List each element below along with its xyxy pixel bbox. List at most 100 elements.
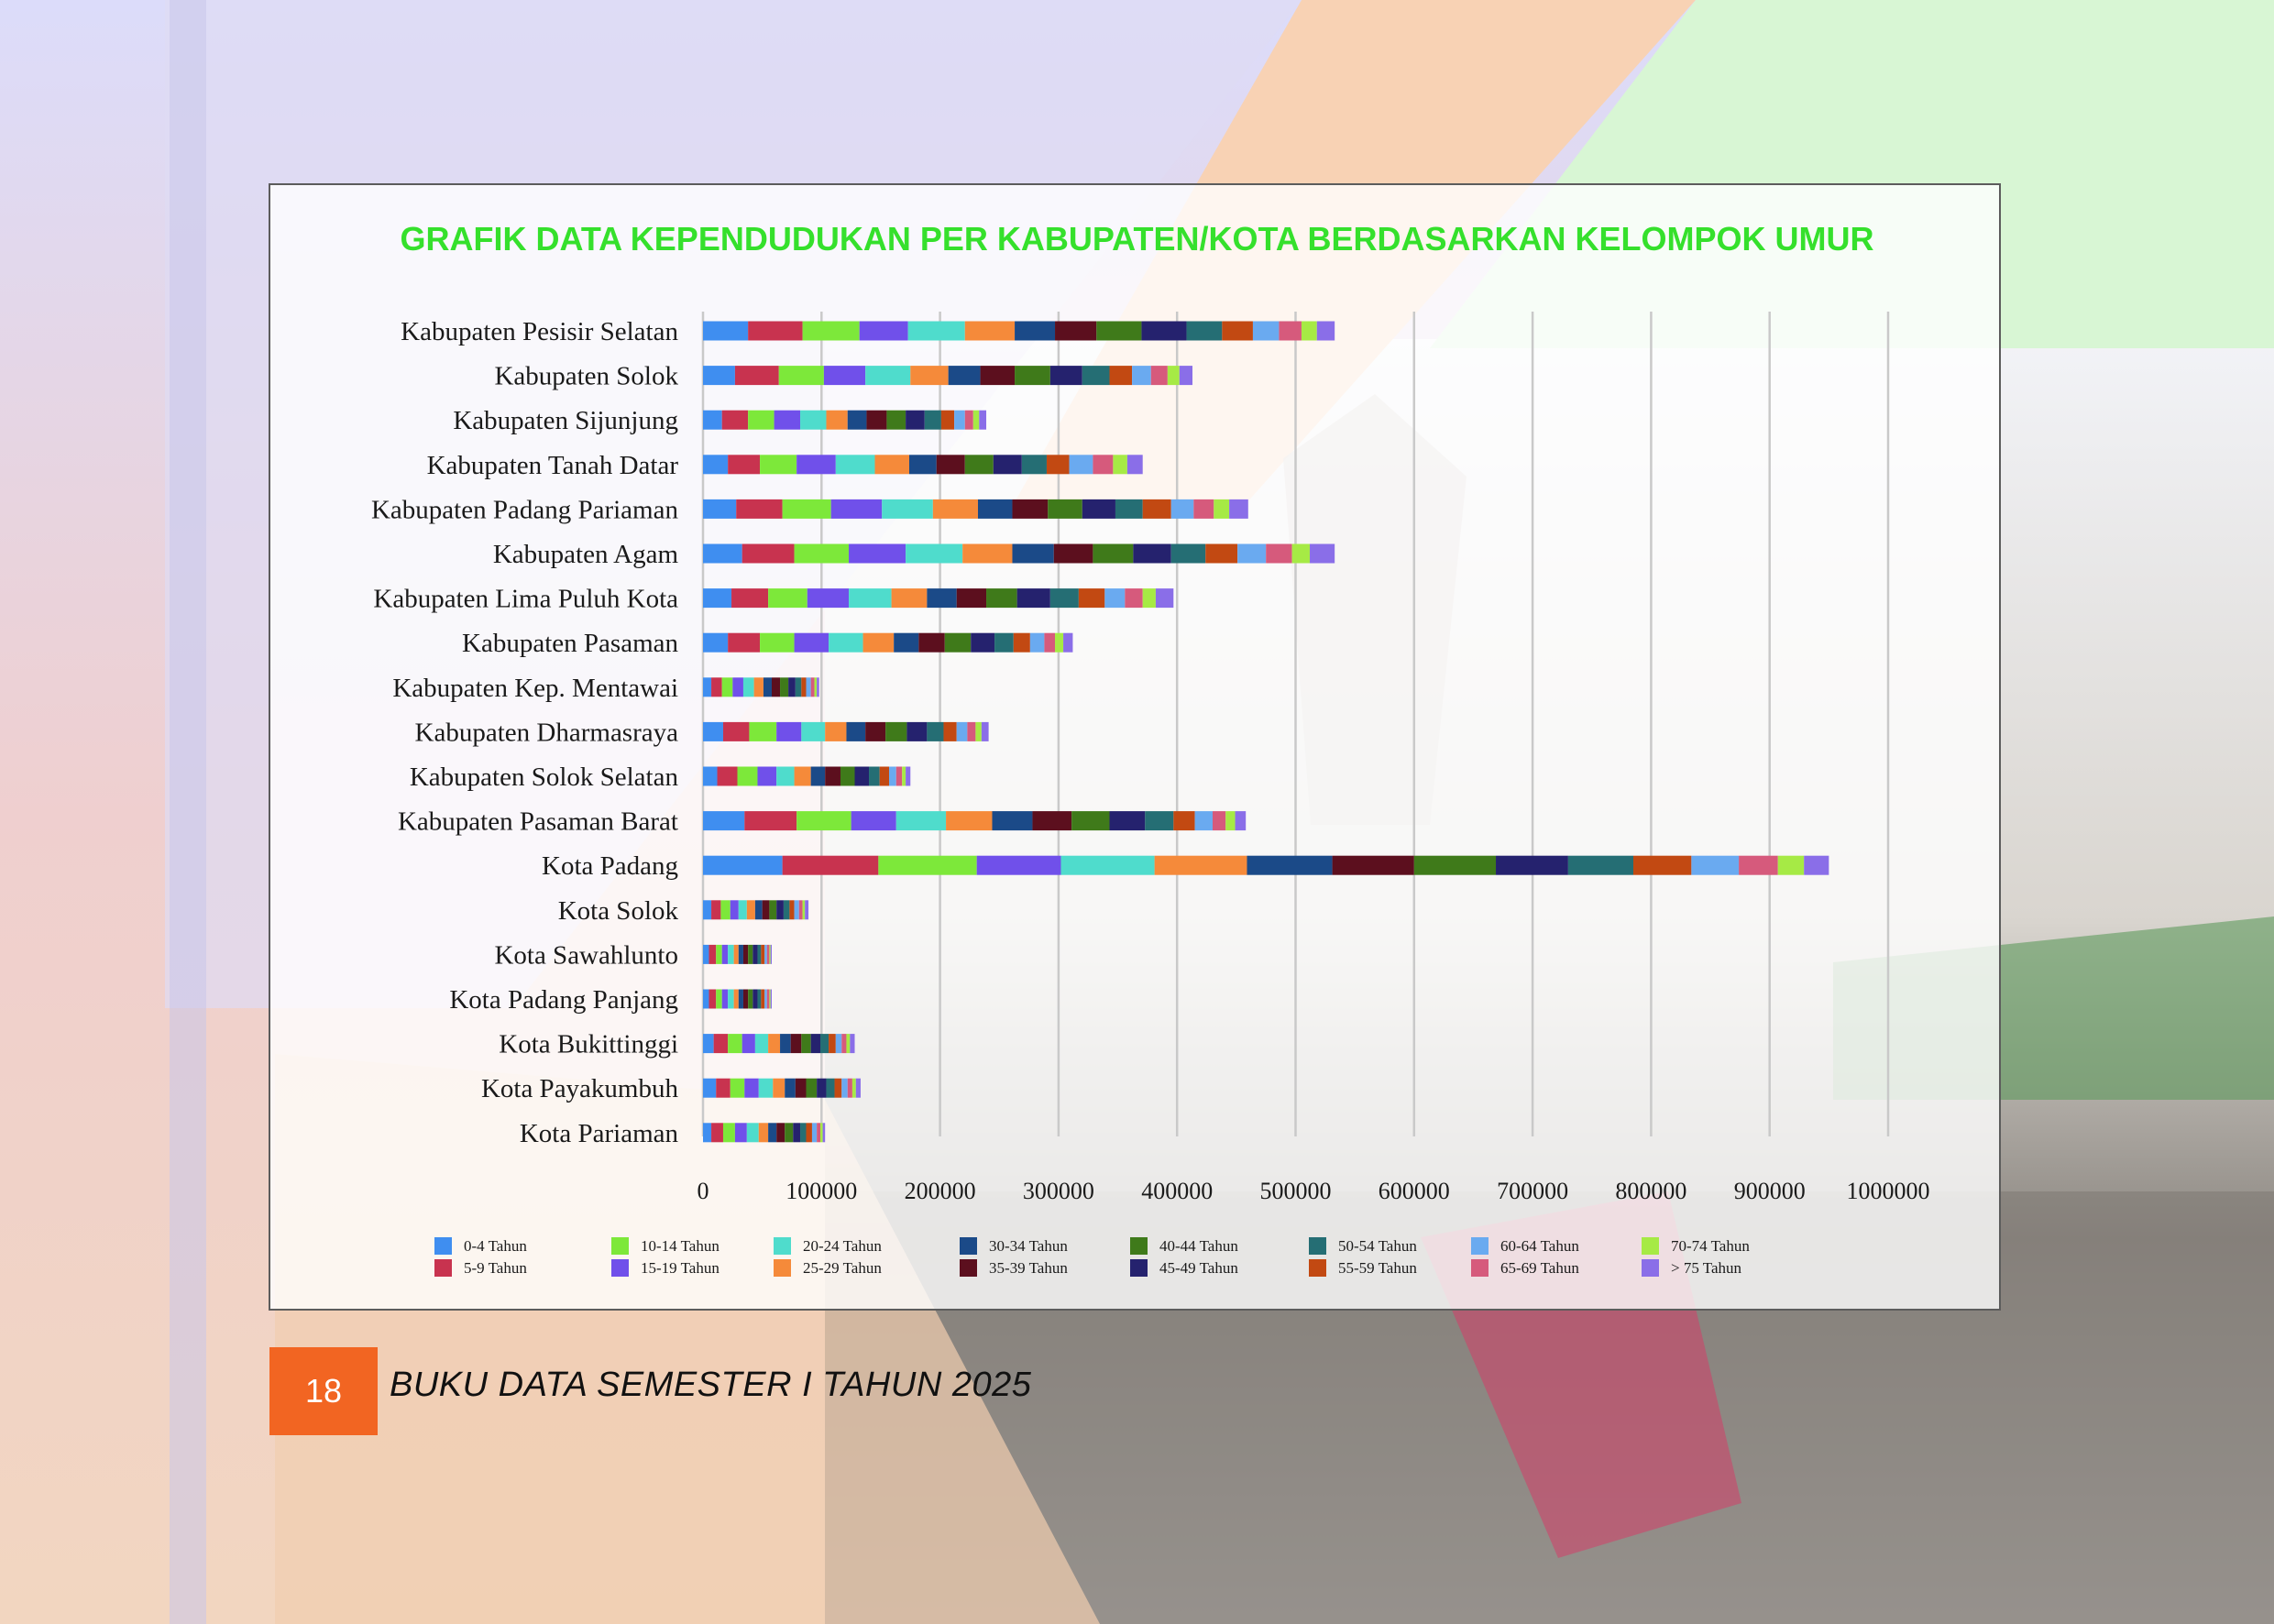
bar-segment (802, 321, 860, 341)
bar-segment (703, 721, 723, 741)
bar-segment (825, 721, 847, 741)
bar-segment (753, 989, 758, 1009)
bar-segment (1078, 588, 1105, 609)
bar-segment (795, 1078, 807, 1098)
bar-segment (918, 632, 945, 653)
bar-segment (783, 900, 790, 920)
bar-segment (717, 766, 738, 786)
bar-segment (703, 811, 745, 831)
legend-swatch (434, 1237, 452, 1255)
bar-segment (1193, 499, 1214, 519)
bar-segment (981, 721, 989, 741)
bar-segment (854, 766, 870, 786)
bar-segment (703, 543, 742, 564)
bar-segment (738, 900, 747, 920)
bar-segment (703, 632, 729, 653)
bar-segment (757, 766, 777, 786)
legend-swatch (960, 1237, 977, 1255)
bar-segment (1104, 588, 1126, 609)
legend-swatch (1130, 1259, 1148, 1277)
bar-segment (1048, 499, 1082, 519)
bar-segment (927, 721, 944, 741)
bar-segment (1777, 855, 1805, 875)
category-label: Kota Padang (542, 851, 678, 881)
bar-segment (795, 677, 802, 697)
bar-segment (796, 455, 836, 475)
bar-segment (776, 766, 795, 786)
bar-segment (1046, 455, 1070, 475)
bar-segment (932, 499, 978, 519)
bar-segment (801, 721, 826, 741)
bar-segment (1049, 588, 1079, 609)
bar-segment (886, 410, 906, 430)
bar-segment (748, 944, 753, 964)
bar-segment (776, 900, 784, 920)
bar-segment (1222, 321, 1253, 341)
legend-label: 70-74 Tahun (1671, 1237, 1750, 1255)
legend-swatch (960, 1259, 977, 1277)
x-tick-label: 900000 (1734, 1178, 1806, 1204)
bar-segment (1060, 855, 1155, 875)
bar-segment (1154, 855, 1247, 875)
bar-segment (794, 543, 850, 564)
legend-swatch (1309, 1259, 1326, 1277)
bar-segment (757, 944, 762, 964)
legend-label: 0-4 Tahun (464, 1237, 527, 1255)
bar-segment (731, 588, 769, 609)
legend-label: 60-64 Tahun (1500, 1237, 1579, 1255)
bar-segment (794, 766, 811, 786)
bar-segment (814, 677, 818, 697)
bar-segment (849, 543, 906, 564)
x-tick-label: 0 (698, 1178, 709, 1204)
bar-segment (776, 1123, 785, 1143)
x-tick-label: 700000 (1497, 1178, 1568, 1204)
bar-segment (766, 989, 770, 1009)
bar-segment (979, 410, 987, 430)
category-label: Kabupaten Tanah Datar (427, 451, 679, 480)
bar-segment (1252, 321, 1280, 341)
bar-segment (823, 366, 866, 386)
x-tick-label: 800000 (1615, 1178, 1686, 1204)
bar-segment (1115, 499, 1143, 519)
bar-segment (825, 766, 840, 786)
bar-segment (847, 410, 867, 430)
bar-segment (1691, 855, 1740, 875)
page-number-badge: 18 (269, 1347, 378, 1435)
category-label: Kabupaten Pasaman Barat (398, 807, 678, 837)
category-label: Kabupaten Solok Selatan (410, 763, 679, 792)
bar-segment (769, 989, 771, 1009)
bar-segment (859, 321, 908, 341)
legend-label: 25-29 Tahun (803, 1259, 882, 1277)
bar-segment (1179, 366, 1193, 386)
bar-segment (820, 1123, 823, 1143)
bar-segment (943, 721, 957, 741)
bar-segment (882, 499, 933, 519)
bar-segment (1069, 455, 1093, 475)
bar-segment (722, 721, 750, 741)
bar-segment (703, 944, 709, 964)
bar-segment (744, 1078, 759, 1098)
bar-segment (770, 989, 772, 1009)
bar-segment (1170, 499, 1194, 519)
bar-segment (885, 721, 907, 741)
bar-segment (748, 321, 803, 341)
bar-segment (1496, 855, 1568, 875)
legend-label: 5-9 Tahun (464, 1259, 527, 1277)
bar-segment (1049, 366, 1082, 386)
bar-segment (1016, 588, 1050, 609)
bar-segment (703, 1078, 717, 1098)
bar-segment (830, 499, 883, 519)
bar-segment (1126, 455, 1143, 475)
bar-segment (976, 855, 1061, 875)
bar-segment (753, 944, 758, 964)
bar-segment (1235, 811, 1247, 831)
bar-segment (1310, 543, 1335, 564)
bar-segment (829, 632, 863, 653)
bar-segment (894, 632, 919, 653)
legend-swatch (1642, 1259, 1659, 1277)
category-label: Kabupaten Dharmasraya (415, 718, 679, 747)
bar-segment (796, 811, 851, 831)
bar-segment (946, 811, 993, 831)
bar-segment (771, 677, 781, 697)
bar-segment (770, 944, 772, 964)
